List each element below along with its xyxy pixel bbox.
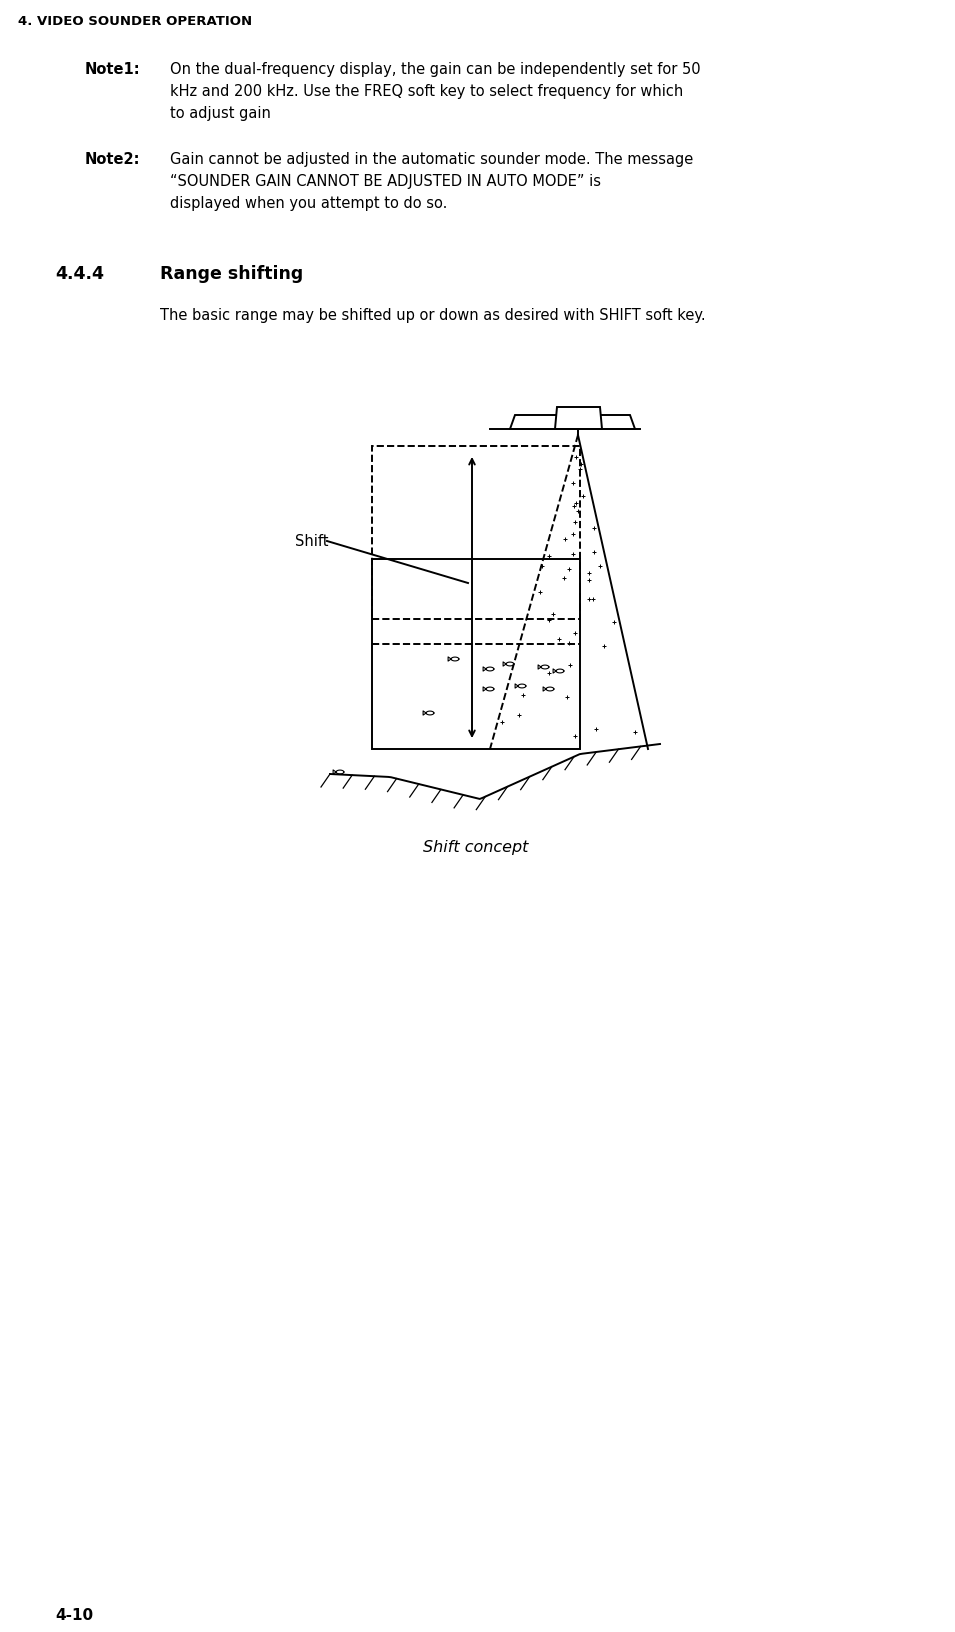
Text: Note2:: Note2:	[85, 152, 140, 166]
Text: Note1:: Note1:	[85, 62, 140, 77]
Text: Shift concept: Shift concept	[423, 839, 529, 855]
Text: displayed when you attempt to do so.: displayed when you attempt to do so.	[170, 196, 447, 211]
Text: On the dual-frequency display, the gain can be independently set for 50: On the dual-frequency display, the gain …	[170, 62, 701, 77]
Text: 4.4.4: 4.4.4	[55, 264, 104, 282]
Text: Gain cannot be adjusted in the automatic sounder mode. The message: Gain cannot be adjusted in the automatic…	[170, 152, 693, 166]
Bar	[372, 560, 580, 749]
Text: “SOUNDER GAIN CANNOT BE ADJUSTED IN AUTO MODE” is: “SOUNDER GAIN CANNOT BE ADJUSTED IN AUTO…	[170, 175, 601, 189]
Text: Range shifting: Range shifting	[160, 264, 304, 282]
Text: to adjust gain: to adjust gain	[170, 106, 271, 121]
Text: kHz and 200 kHz. Use the FREQ soft key to select frequency for which: kHz and 200 kHz. Use the FREQ soft key t…	[170, 83, 683, 100]
Text: 4. VIDEO SOUNDER OPERATION: 4. VIDEO SOUNDER OPERATION	[18, 15, 252, 28]
Text: The basic range may be shifted up or down as desired with SHIFT soft key.: The basic range may be shifted up or dow…	[160, 308, 706, 323]
Text: 4-10: 4-10	[55, 1608, 94, 1622]
Text: Shift: Shift	[295, 534, 329, 548]
Bar	[372, 447, 580, 620]
Polygon shape	[510, 416, 635, 429]
Polygon shape	[555, 408, 602, 429]
